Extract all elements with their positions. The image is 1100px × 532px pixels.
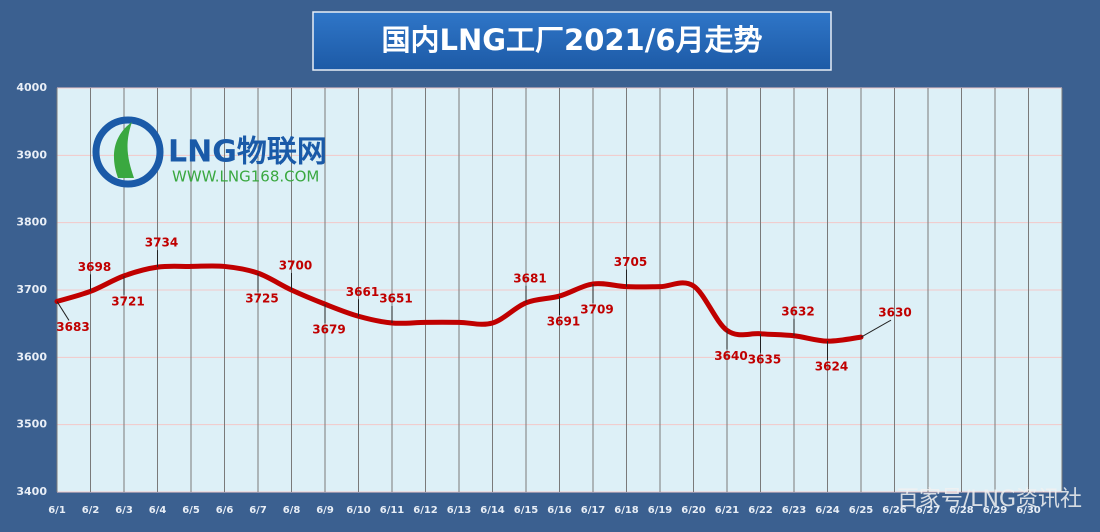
data-label: 3734 [145, 236, 178, 250]
y-tick-label: 3600 [16, 350, 47, 363]
x-tick-label: 6/27 [916, 505, 941, 516]
x-tick-label: 6/20 [681, 505, 706, 516]
logo-url: WWW.LNG168.COM [172, 168, 319, 186]
logo [92, 116, 164, 188]
logo-leaf [113, 122, 134, 178]
data-label: 3700 [279, 259, 312, 273]
logo-text: LNG物联网 [168, 135, 327, 170]
x-tick-label: 6/17 [581, 505, 606, 516]
x-tick-label: 6/24 [815, 505, 840, 516]
logo-ring [92, 116, 164, 188]
x-tick-label: 6/14 [480, 505, 505, 516]
x-tick-label: 6/15 [514, 505, 539, 516]
y-tick-label: 3800 [16, 216, 47, 229]
data-label: 3635 [748, 352, 781, 366]
x-tick-label: 6/30 [1016, 505, 1041, 516]
x-tick-label: 6/11 [380, 505, 405, 516]
x-tick-label: 6/28 [949, 505, 974, 516]
x-tick-label: 6/10 [346, 505, 371, 516]
data-label: 3661 [346, 285, 379, 299]
x-tick-label: 6/22 [748, 505, 773, 516]
x-tick-label: 6/4 [149, 505, 167, 516]
data-label: 3691 [547, 315, 580, 329]
x-tick-label: 6/12 [413, 505, 438, 516]
x-tick-label: 6/18 [614, 505, 639, 516]
x-tick-label: 6/5 [182, 505, 200, 516]
data-label: 3630 [878, 306, 911, 320]
data-label: 3651 [379, 291, 412, 305]
leader-line [56, 301, 70, 321]
data-label: 3705 [614, 255, 647, 269]
x-tick-label: 6/1 [48, 505, 66, 516]
data-label: 3624 [815, 360, 848, 374]
x-tick-label: 6/7 [249, 505, 267, 516]
x-tick-label: 6/3 [115, 505, 133, 516]
y-tick-label: 3400 [16, 485, 47, 498]
data-label: 3632 [781, 304, 814, 318]
data-label: 3725 [245, 292, 278, 306]
chart-title: 国内LNG工厂2021/6月走势 [381, 23, 762, 57]
title-box [312, 11, 832, 71]
x-tick-label: 6/2 [82, 505, 100, 516]
data-label: 3640 [714, 349, 747, 363]
y-tick-label: 3700 [16, 283, 47, 296]
x-tick-label: 6/19 [648, 505, 673, 516]
data-label: 3709 [580, 302, 613, 316]
y-tick-label: 3500 [16, 418, 47, 431]
x-tick-label: 6/16 [547, 505, 572, 516]
data-label: 3721 [111, 294, 144, 308]
y-tick-label: 4000 [16, 81, 47, 94]
data-label: 3679 [312, 323, 345, 337]
x-tick-label: 6/29 [983, 505, 1008, 516]
data-label: 3681 [513, 271, 546, 285]
leader-line [860, 319, 892, 338]
watermark: 百家号/LNG资讯社 [897, 487, 1082, 512]
x-tick-label: 6/21 [715, 505, 740, 516]
x-tick-label: 6/9 [316, 505, 334, 516]
data-label: 3698 [78, 260, 111, 274]
x-tick-label: 6/25 [849, 505, 874, 516]
x-tick-label: 6/23 [782, 505, 807, 516]
x-tick-label: 6/13 [447, 505, 472, 516]
x-tick-label: 6/6 [216, 505, 234, 516]
y-tick-label: 3900 [16, 148, 47, 161]
data-label: 3683 [56, 320, 89, 334]
x-tick-label: 6/8 [283, 505, 301, 516]
x-tick-label: 6/26 [882, 505, 907, 516]
